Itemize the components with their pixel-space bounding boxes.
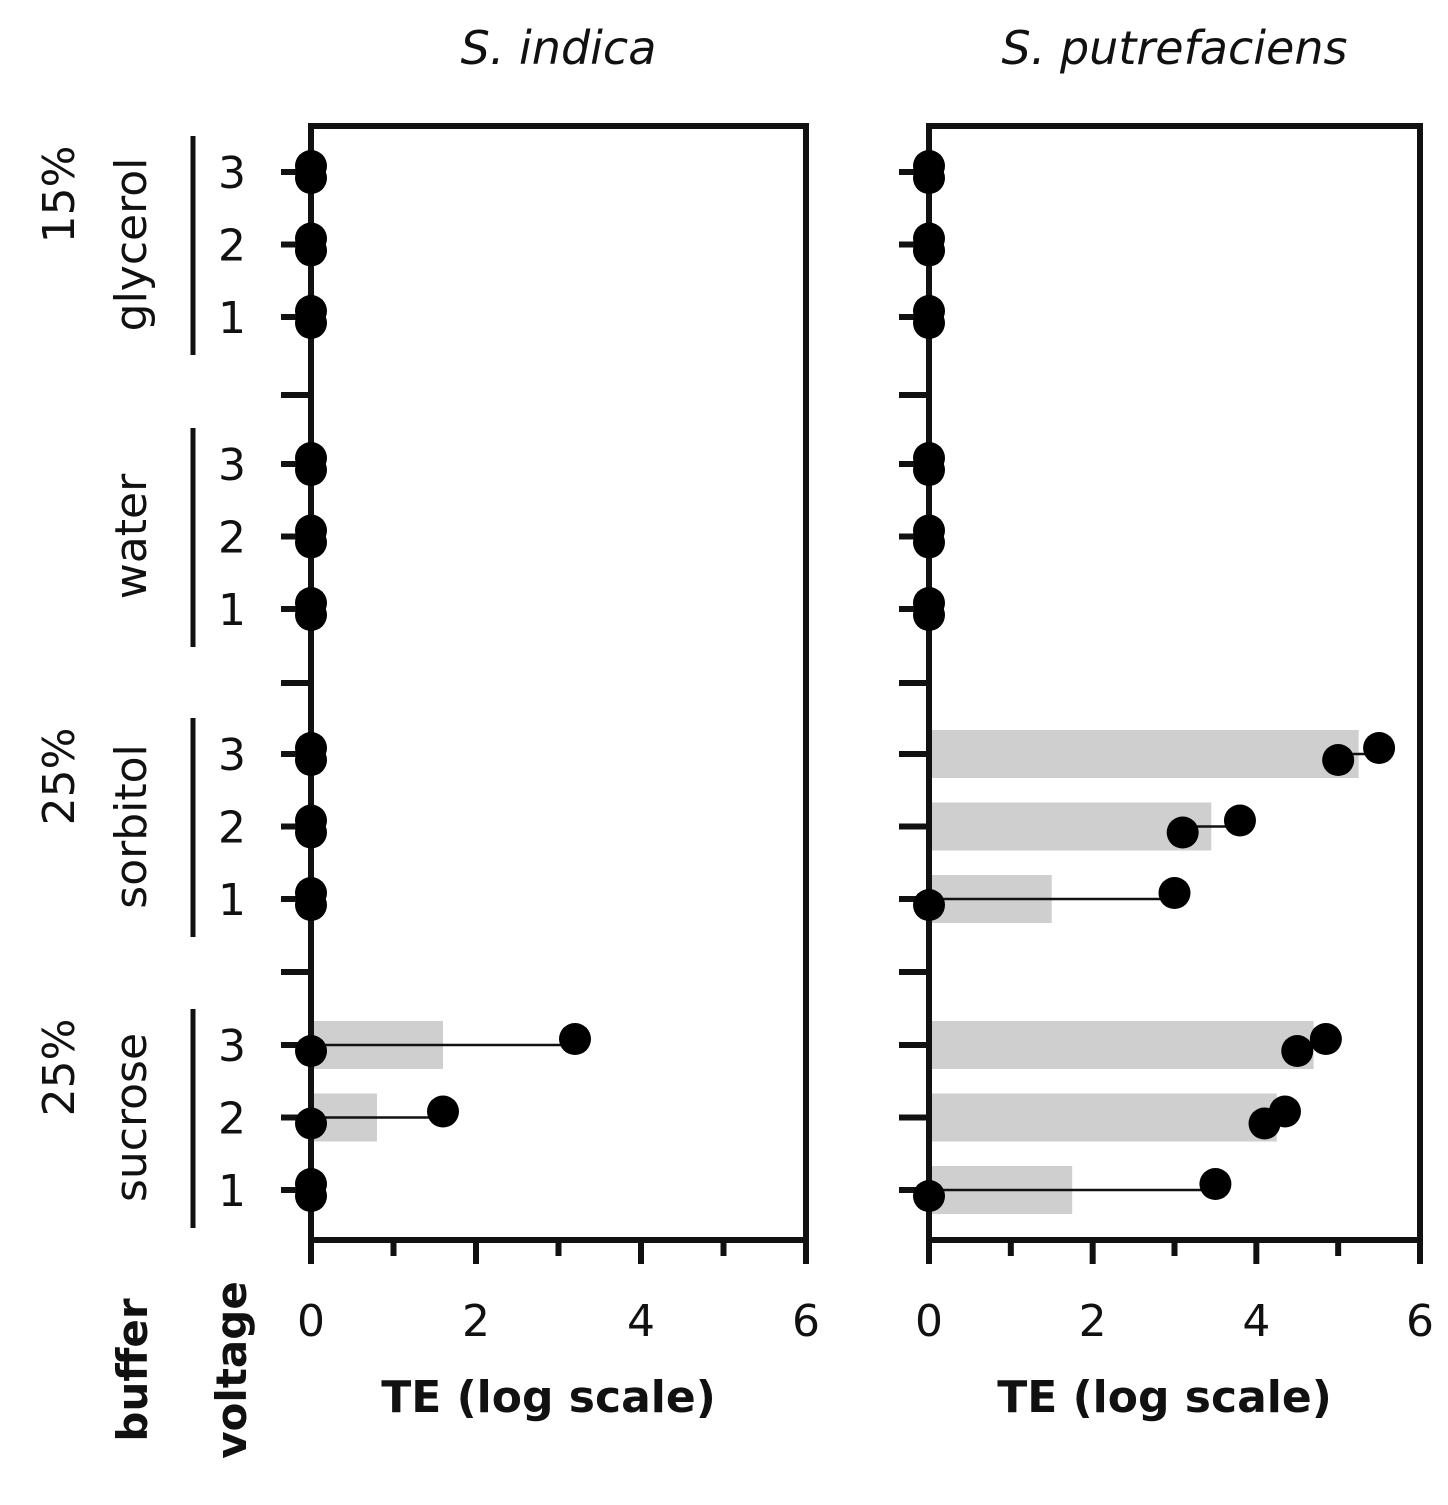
x-tick-label: 0 bbox=[297, 1296, 325, 1347]
data-point-water-1 bbox=[913, 599, 945, 631]
data-point-sucrose-3 bbox=[559, 1023, 591, 1055]
voltage-tick-label: 3 bbox=[218, 148, 246, 199]
voltage-tick-label: 2 bbox=[218, 221, 246, 272]
chart-title: S. putrefaciens bbox=[1002, 21, 1348, 75]
data-point-sorbitol-3 bbox=[1363, 732, 1396, 764]
data-point-sucrose-2 bbox=[295, 1107, 327, 1140]
data-point-water-1 bbox=[295, 599, 327, 631]
voltage-tick-label: 1 bbox=[218, 1166, 246, 1217]
bar-sorbitol-3 bbox=[932, 730, 1359, 778]
group-label-sorbitol: sorbitol bbox=[106, 744, 157, 908]
bar-sucrose-2 bbox=[932, 1093, 1277, 1142]
x-tick-label: 0 bbox=[915, 1296, 943, 1347]
data-point-glycerol-2 bbox=[295, 234, 327, 267]
group-label-sucrose: sucrose bbox=[106, 1033, 157, 1202]
x-axis-label: TE (log scale) bbox=[997, 1372, 1332, 1423]
data-point-sucrose-3 bbox=[1309, 1023, 1342, 1055]
data-point-sorbitol-1 bbox=[295, 889, 327, 921]
voltage-tick-label: 1 bbox=[218, 585, 246, 636]
x-tick-label: 6 bbox=[1406, 1296, 1434, 1347]
group-percent-sorbitol: 25% bbox=[34, 728, 85, 826]
group-percent-sucrose: 25% bbox=[34, 1019, 85, 1117]
group-percent-glycerol: 15% bbox=[34, 146, 85, 244]
chart-panel-1: S. indica 0 2 4 6 TE (log scale) bbox=[281, 21, 820, 1423]
data-point-glycerol-3 bbox=[913, 162, 945, 194]
x-tick-label: 2 bbox=[1079, 1296, 1107, 1347]
voltage-tick-label: 3 bbox=[218, 1021, 246, 1072]
bar-sorbitol-2 bbox=[932, 802, 1212, 851]
data-point-sucrose-3 bbox=[1281, 1035, 1314, 1067]
voltage-tick-label: 1 bbox=[218, 875, 246, 926]
voltage-tick-label: 2 bbox=[218, 803, 246, 854]
data-point-sorbitol-3 bbox=[1322, 744, 1355, 776]
group-label-water: water bbox=[106, 473, 157, 599]
voltage-tick-label: 1 bbox=[218, 293, 246, 344]
voltage-tick-label: 3 bbox=[218, 440, 246, 491]
bar-sucrose-3 bbox=[932, 1021, 1314, 1069]
data-point-sorbitol-3 bbox=[295, 744, 327, 776]
data-point-sorbitol-2 bbox=[295, 816, 327, 849]
voltage-axis-label: voltage bbox=[207, 1281, 256, 1459]
data-point-glycerol-1 bbox=[295, 307, 327, 339]
x-tick-label: 6 bbox=[792, 1296, 820, 1347]
data-point-water-2 bbox=[913, 526, 945, 559]
data-point-sorbitol-1 bbox=[1158, 877, 1191, 909]
data-point-sucrose-2 bbox=[427, 1095, 459, 1128]
x-axis-label: TE (log scale) bbox=[381, 1372, 716, 1423]
data-point-sucrose-1 bbox=[295, 1180, 327, 1212]
data-point-sucrose-3 bbox=[295, 1035, 327, 1067]
voltage-tick-label: 2 bbox=[218, 513, 246, 564]
data-point-sucrose-1 bbox=[1199, 1168, 1232, 1200]
data-point-water-3 bbox=[295, 454, 327, 486]
plot-frame bbox=[308, 123, 809, 1243]
x-tick-label: 2 bbox=[462, 1296, 490, 1347]
plot-frame bbox=[926, 123, 1423, 1243]
voltage-tick-label: 2 bbox=[218, 1094, 246, 1145]
chart-panel-2: S. putrefaciens 0 2 4 6 TE (log scale) bbox=[899, 21, 1434, 1423]
data-point-glycerol-3 bbox=[295, 162, 327, 194]
data-point-water-3 bbox=[913, 454, 945, 486]
group-label-glycerol: glycerol bbox=[106, 158, 157, 332]
data-point-sorbitol-2 bbox=[1223, 804, 1256, 837]
x-tick-label: 4 bbox=[627, 1296, 655, 1347]
data-point-sucrose-1 bbox=[913, 1180, 945, 1212]
data-point-glycerol-1 bbox=[913, 307, 945, 339]
data-point-glycerol-2 bbox=[913, 234, 945, 267]
data-point-sucrose-2 bbox=[1268, 1095, 1301, 1128]
voltage-tick-label: 3 bbox=[218, 730, 246, 781]
buffer-axis-label: buffer bbox=[108, 1298, 157, 1441]
data-point-sorbitol-2 bbox=[1166, 816, 1199, 849]
x-tick-label: 4 bbox=[1242, 1296, 1270, 1347]
data-point-water-2 bbox=[295, 526, 327, 559]
chart-title: S. indica bbox=[461, 21, 657, 75]
data-point-sorbitol-1 bbox=[913, 889, 945, 921]
